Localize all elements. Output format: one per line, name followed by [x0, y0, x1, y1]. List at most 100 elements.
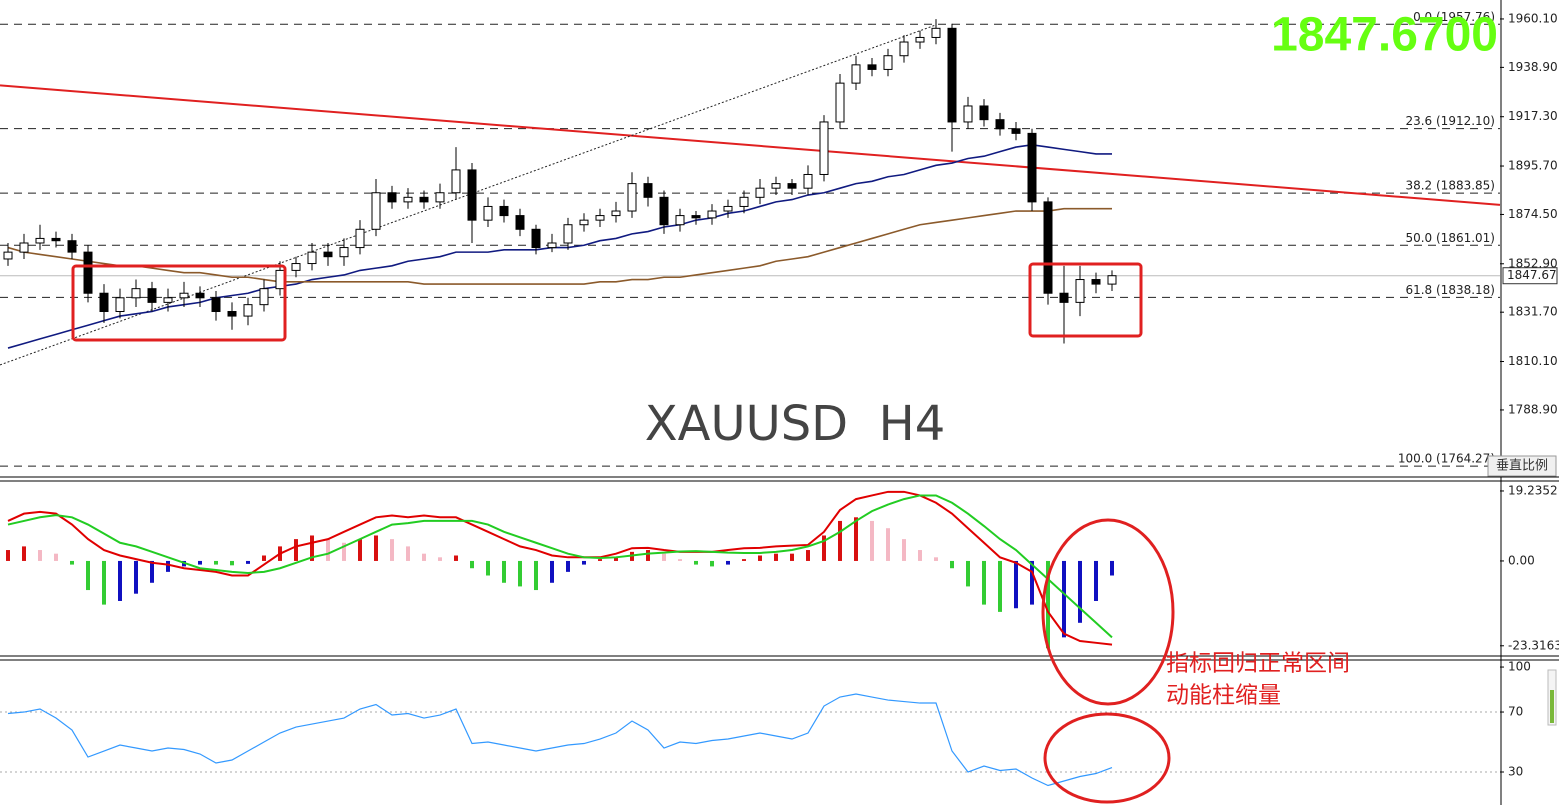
candle-body	[915, 36, 925, 43]
candle-body	[435, 192, 445, 203]
candle-body	[483, 205, 493, 221]
y-tick-label: 1810.10	[1508, 354, 1558, 368]
candle-body	[787, 183, 797, 189]
macd-histogram-bar	[422, 553, 426, 561]
moving-average	[7, 207, 1112, 285]
fib-label: 23.6 (1912.10)	[1405, 114, 1495, 128]
y-tick-label: 1852.90	[1508, 256, 1558, 270]
y-tick-label: 1938.90	[1508, 60, 1558, 74]
candle-body	[515, 215, 525, 230]
macd-histogram-bar	[1094, 560, 1098, 601]
trendline	[0, 84, 1501, 206]
macd-line	[7, 490, 1113, 646]
candle-body	[883, 55, 893, 70]
macd-histogram-bar	[502, 560, 506, 583]
macd-histogram-bar	[646, 550, 650, 561]
candle-body	[771, 183, 781, 189]
candle-body	[691, 215, 701, 219]
macd-histogram-bar	[1030, 560, 1034, 605]
macd-histogram-bar	[758, 555, 762, 561]
candle-body	[995, 119, 1005, 130]
candle-body	[115, 297, 125, 313]
macd-histogram-bar	[1078, 560, 1082, 623]
macd-histogram-bar	[614, 557, 618, 561]
macd-histogram-bar	[790, 553, 794, 561]
candle-body	[355, 228, 365, 249]
candle-body	[67, 240, 77, 253]
candle-body	[1059, 292, 1069, 303]
macd-histogram-bar	[150, 560, 154, 583]
candle-body	[179, 292, 189, 299]
macd-histogram-bar	[166, 560, 170, 572]
macd-histogram-bar	[374, 535, 378, 561]
macd-histogram-bar	[86, 560, 90, 591]
macd-histogram-bar	[678, 559, 682, 561]
macd-histogram-bar	[246, 560, 250, 564]
candle-body	[371, 192, 381, 230]
macd-histogram-bar	[230, 560, 234, 566]
macd-histogram-bar	[214, 560, 218, 565]
macd-histogram-bar	[38, 550, 42, 561]
macd-histogram-bar	[390, 539, 394, 561]
macd-histogram-bar	[1014, 560, 1018, 609]
candle-body	[595, 215, 605, 221]
candle-body	[1027, 132, 1037, 203]
macd-histogram-bar	[1062, 560, 1066, 638]
candle-body	[243, 304, 253, 317]
macd-histogram-bar	[22, 546, 26, 561]
macd-histogram-bar	[726, 560, 730, 565]
macd-histogram-bar	[198, 560, 202, 565]
candle-body	[563, 224, 573, 244]
candle-body	[851, 64, 861, 84]
y-tick-label: 1831.70	[1508, 305, 1558, 319]
candle-body	[835, 82, 845, 123]
candle-body	[307, 251, 317, 265]
macd-histogram-bar	[566, 560, 570, 572]
fib-label: 50.0 (1861.01)	[1405, 231, 1495, 245]
macd-histogram-bar	[886, 528, 890, 561]
candle-body	[387, 192, 397, 203]
y-tick-label: 1960.10	[1508, 11, 1558, 25]
macd-histogram-bar	[582, 560, 586, 565]
candle-body	[755, 187, 765, 198]
annotation: 动能柱缩量	[1166, 683, 1281, 709]
candle-body	[1043, 201, 1053, 294]
macd-histogram-bar	[438, 557, 442, 561]
vertical-scale-button-label[interactable]: 垂直比例	[1496, 459, 1548, 474]
highlight-ellipse	[1041, 518, 1175, 706]
macd-histogram-bar	[598, 559, 602, 561]
macd-histogram-bar	[326, 539, 330, 561]
y-tick-label: 30	[1508, 765, 1523, 779]
candle-body	[675, 215, 685, 226]
candle-body	[659, 196, 669, 226]
y-tick-label: 0.00	[1508, 553, 1535, 567]
macd-histogram-bar	[406, 546, 410, 561]
fib-label: 38.2 (1883.85)	[1405, 179, 1495, 193]
macd-histogram-bar	[550, 560, 554, 583]
candle-body	[643, 183, 653, 198]
candle-body	[979, 105, 989, 121]
macd-histogram-bar	[54, 553, 58, 561]
candle-body	[99, 292, 109, 313]
candle-body	[275, 269, 285, 290]
candle-body	[739, 196, 749, 207]
macd-histogram-bar	[806, 550, 810, 561]
macd-histogram-bar	[1046, 560, 1050, 649]
candle-body	[211, 297, 221, 313]
macd-histogram-bar	[470, 560, 474, 569]
candle-body	[403, 196, 413, 203]
macd-histogram-bar	[870, 520, 874, 561]
candle-body	[19, 242, 29, 253]
macd-histogram-bar	[982, 560, 986, 605]
candle-body	[227, 311, 237, 317]
candle-body	[467, 169, 477, 221]
candle-body	[899, 41, 909, 57]
y-tick-label: 19.2352	[1508, 483, 1558, 497]
candle-body	[499, 205, 509, 217]
macd-histogram-bar	[966, 560, 970, 587]
candle-body	[3, 251, 13, 260]
macd-histogram-bar	[710, 560, 714, 567]
vertical-scale-button[interactable]	[1487, 455, 1557, 477]
macd-histogram-bar	[486, 560, 490, 576]
